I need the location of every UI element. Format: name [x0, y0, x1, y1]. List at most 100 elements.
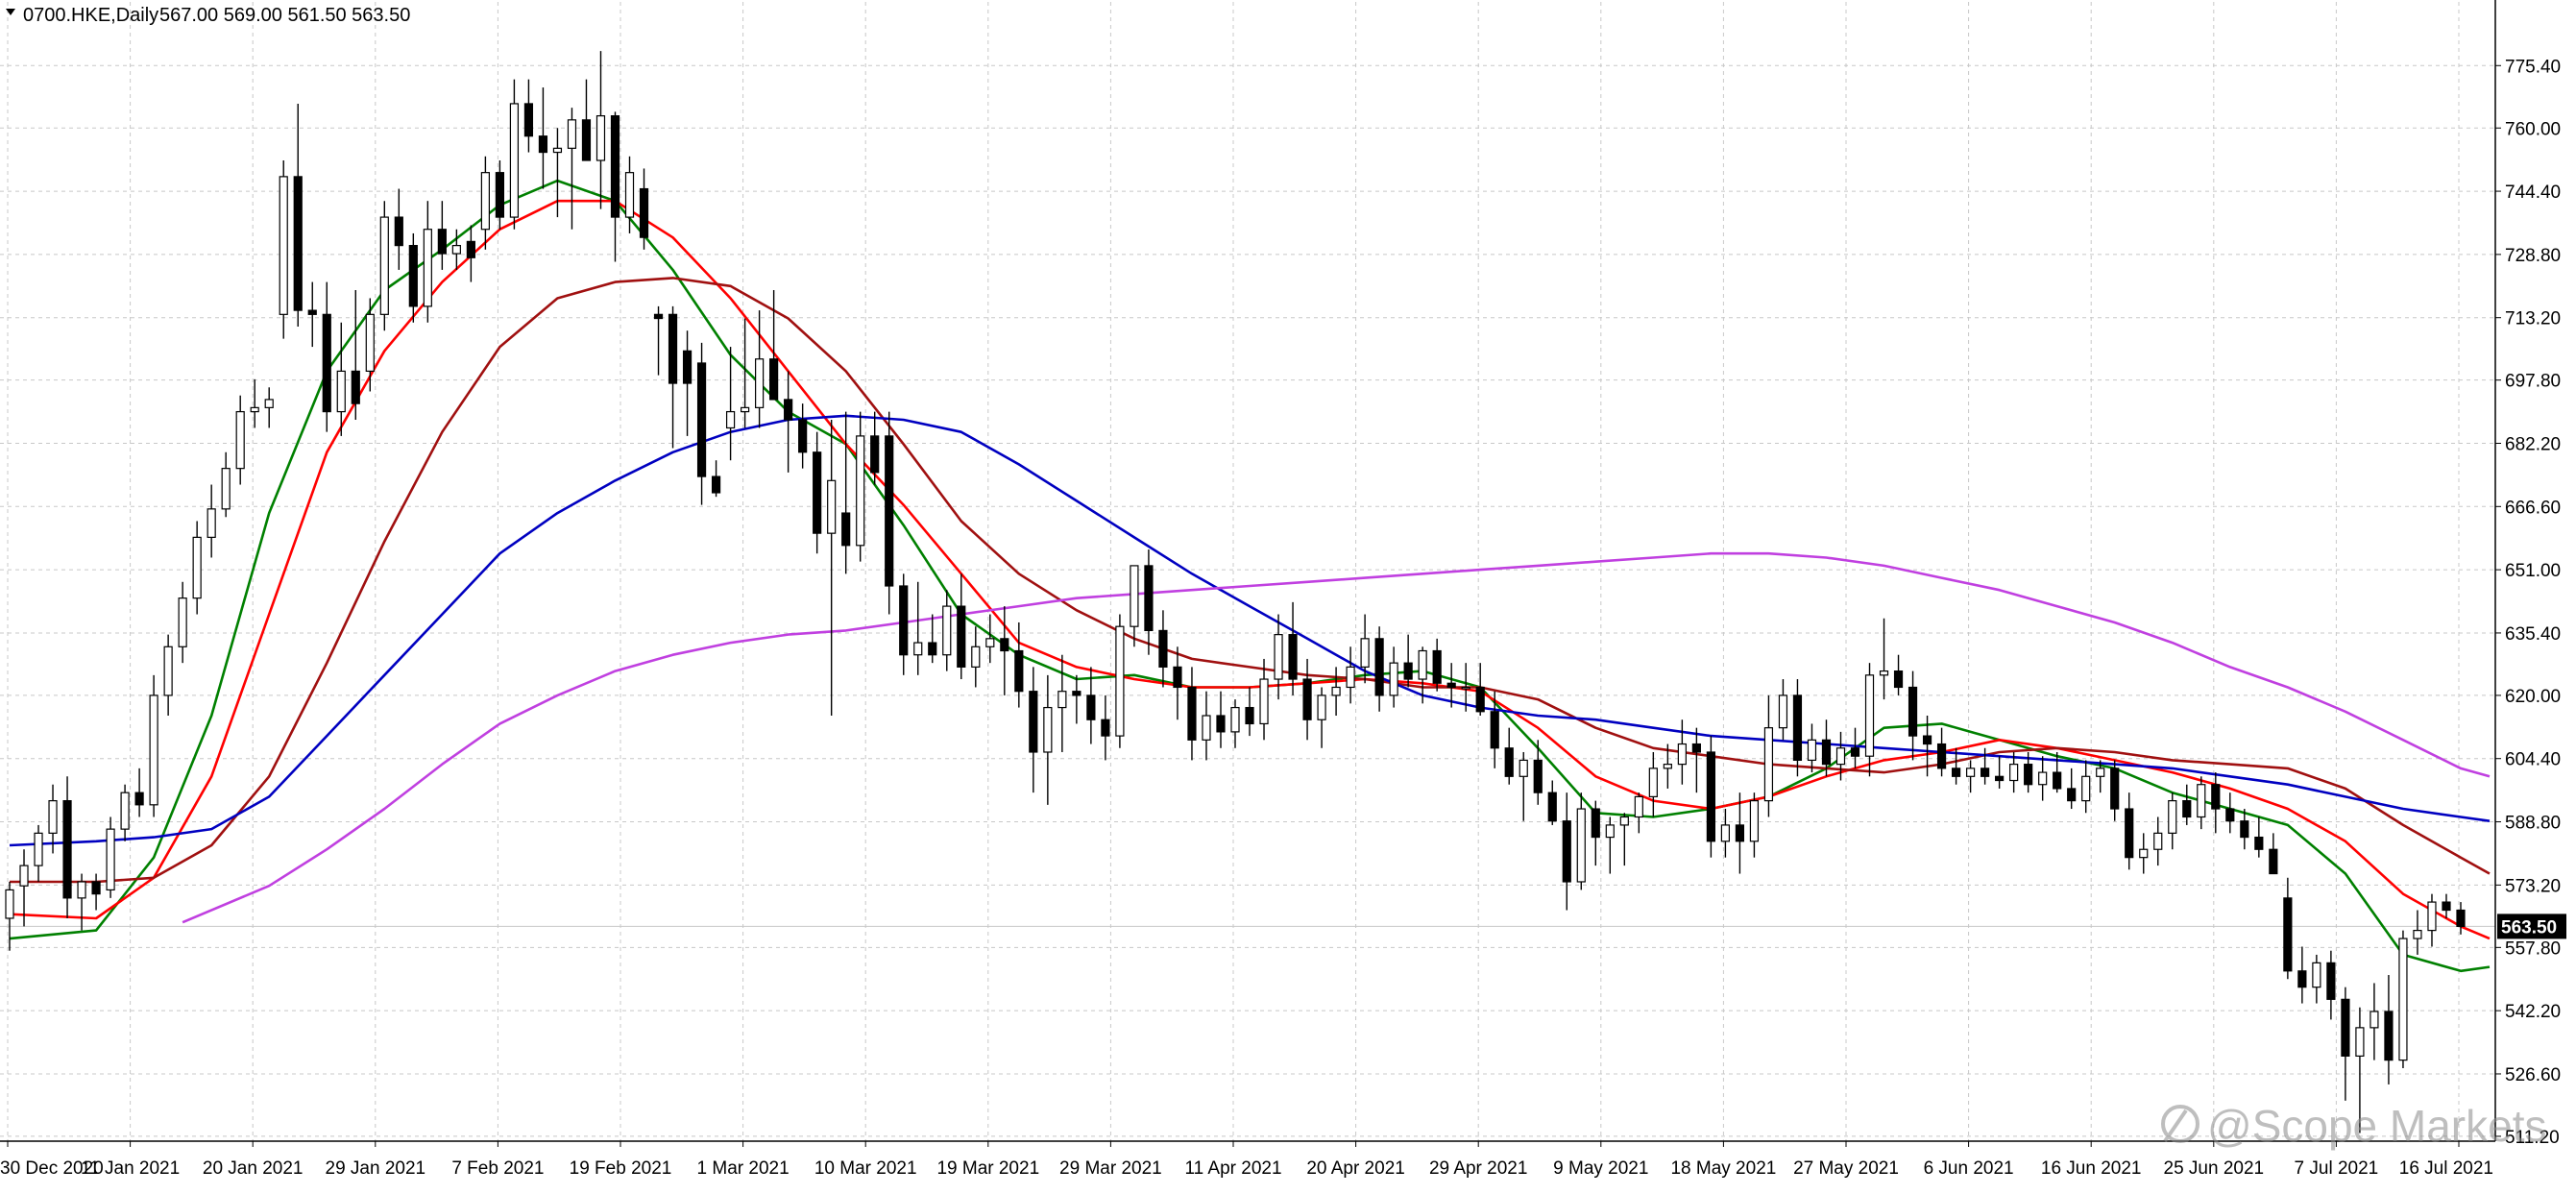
y-tick-label: 542.20: [2505, 1002, 2561, 1022]
y-tick-label: 697.80: [2505, 372, 2561, 392]
candle-body-bull: [856, 435, 865, 547]
candle: [2254, 816, 2264, 858]
candle: [2168, 792, 2177, 850]
candle-body-bear: [2269, 848, 2278, 875]
candle: [1677, 719, 1687, 785]
x-tick-label: 29 Jan 2021: [326, 1158, 426, 1179]
candle: [1144, 549, 1154, 655]
collapse-triangle-icon[interactable]: [6, 9, 15, 15]
candle: [1360, 614, 1370, 684]
candle-body-bull: [221, 468, 231, 510]
candle-body-bull: [1418, 649, 1427, 680]
candle-body-bull: [740, 406, 750, 413]
candle-body-bull: [77, 881, 86, 899]
candle-body-bull: [264, 399, 274, 408]
candle: [1446, 663, 1456, 708]
x-tick-label: 29 Mar 2021: [1059, 1158, 1162, 1179]
candle: [567, 108, 577, 230]
candle-body-bull: [985, 638, 995, 647]
candle-body-bear: [899, 585, 909, 656]
candle: [827, 420, 837, 717]
candle: [451, 229, 461, 270]
candle: [841, 411, 851, 574]
candle: [1720, 809, 1731, 858]
candle-body-bull: [1274, 634, 1283, 680]
candle-body-bear: [1374, 638, 1384, 696]
candle: [1749, 792, 1760, 858]
candle-body-bull: [1317, 694, 1326, 720]
candle: [423, 201, 432, 323]
x-tick-label: 7 Feb 2021: [451, 1158, 544, 1179]
candle: [1000, 606, 1009, 695]
candle-body-bear: [2341, 998, 2350, 1058]
candle: [1302, 658, 1312, 741]
candle: [336, 322, 346, 436]
candle: [1288, 601, 1298, 695]
candle: [1230, 699, 1240, 748]
candle: [1086, 667, 1096, 744]
candle-body-bear: [2053, 771, 2062, 790]
candle-body-bear: [1533, 759, 1543, 793]
candle-body-bear: [2211, 784, 2221, 810]
candle: [696, 342, 707, 505]
candle-body-bull: [163, 646, 173, 696]
candle-body-bull: [1763, 727, 1774, 802]
ohlc-values: 567.00 569.00 561.50 563.50: [159, 5, 410, 26]
x-tick-label: 10 Mar 2021: [814, 1158, 917, 1179]
candle: [1057, 654, 1067, 752]
x-tick-label: 18 May 2021: [1670, 1158, 1776, 1179]
candle: [1879, 618, 1889, 700]
x-tick-label: 19 Feb 2021: [570, 1158, 672, 1179]
current-price-badge: 563.50: [2497, 914, 2566, 939]
x-tick-label: 30 Dec 2020: [0, 1158, 104, 1179]
candle-body-bull: [1461, 686, 1470, 690]
candle-body-bull: [1778, 694, 1788, 729]
candle: [1187, 667, 1197, 761]
candle: [307, 281, 317, 348]
candle: [480, 156, 490, 250]
candle: [379, 201, 389, 331]
watermark-text: @Scope Markets: [2207, 1101, 2547, 1151]
candle-body-bear: [610, 114, 620, 218]
candle: [2283, 877, 2293, 980]
candle: [971, 626, 981, 688]
candle-body-bear: [2384, 1011, 2394, 1061]
candle-body-bull: [451, 245, 461, 255]
candle-body-bull: [1677, 743, 1687, 766]
candle-body-bull: [178, 597, 187, 647]
y-tick-label: 526.60: [2505, 1065, 2561, 1085]
candle-body-bear: [2297, 970, 2307, 988]
candle: [2053, 751, 2062, 793]
candle-body-bear: [538, 135, 548, 154]
candle: [1216, 691, 1226, 748]
candle: [1317, 687, 1326, 748]
candle: [1908, 670, 1918, 761]
candle-body-bear: [1446, 682, 1456, 689]
candle: [1619, 813, 1629, 866]
candle-body-bull: [1331, 686, 1341, 696]
candle-body-bull: [2413, 930, 2422, 939]
candle: [1461, 663, 1470, 712]
candle-body-bull: [1605, 824, 1615, 839]
candle: [1346, 646, 1355, 704]
candle-body-bear: [351, 370, 360, 404]
candle-body-bear: [1288, 634, 1298, 680]
candle-body-bull: [2139, 848, 2149, 859]
candle-body-bull: [827, 479, 837, 534]
candle-body-bear: [1029, 691, 1038, 753]
symbol-timeframe: 0700.HKE,Daily: [23, 5, 158, 26]
candle-body-bear: [307, 309, 317, 315]
candle-body-bear: [134, 792, 144, 806]
candle-body-bull: [509, 103, 520, 218]
candle-body-bull: [149, 694, 158, 806]
candle-body-bear: [841, 512, 851, 547]
candle: [552, 128, 563, 218]
candle-body-bear: [1245, 706, 1254, 725]
candle-body-bear: [91, 881, 101, 895]
candle: [134, 768, 144, 817]
candle-body-bear: [1936, 743, 1947, 769]
candle: [91, 873, 101, 911]
candle-body-bear: [1086, 694, 1096, 720]
candle: [1576, 792, 1586, 890]
candle: [495, 160, 505, 230]
